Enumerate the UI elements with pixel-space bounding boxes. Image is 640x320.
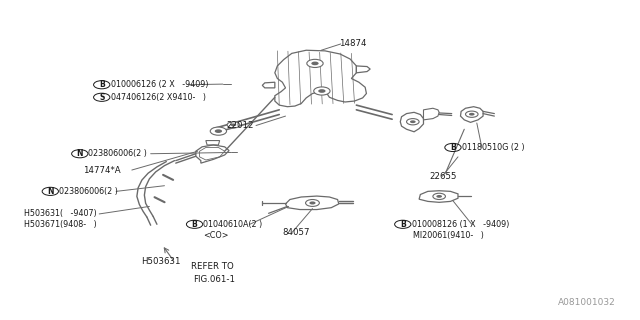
Text: N: N [77, 149, 83, 158]
Text: H503631(   -9407): H503631( -9407) [24, 209, 97, 218]
Circle shape [314, 87, 330, 95]
Circle shape [311, 61, 319, 65]
Text: 14774*A: 14774*A [83, 165, 120, 174]
Circle shape [309, 201, 316, 204]
Text: 01180510G (2 ): 01180510G (2 ) [461, 143, 524, 152]
Text: B: B [192, 220, 197, 229]
Text: B: B [99, 80, 104, 89]
Circle shape [406, 119, 419, 125]
Text: N: N [47, 187, 54, 196]
Circle shape [318, 89, 326, 93]
Circle shape [307, 59, 323, 68]
Text: H503631: H503631 [141, 257, 180, 267]
Circle shape [436, 195, 442, 198]
Text: 14874: 14874 [339, 39, 366, 48]
Text: REFER TO: REFER TO [191, 262, 234, 271]
Circle shape [210, 127, 227, 135]
Text: 023806006(2 ): 023806006(2 ) [59, 187, 118, 196]
Text: H503671(9408-   ): H503671(9408- ) [24, 220, 97, 229]
Text: 01040610A(2 ): 01040610A(2 ) [204, 220, 262, 229]
Text: MI20061(9410-   ): MI20061(9410- ) [413, 231, 484, 240]
Text: 010006126 (2 X   -9409): 010006126 (2 X -9409) [111, 80, 208, 89]
Circle shape [215, 129, 222, 133]
Text: 22012: 22012 [226, 121, 253, 130]
Circle shape [227, 122, 240, 128]
Text: FIG.061-1: FIG.061-1 [193, 275, 236, 284]
Text: 047406126(2 X9410-   ): 047406126(2 X9410- ) [111, 93, 205, 102]
Circle shape [465, 111, 478, 117]
Circle shape [305, 199, 319, 206]
Text: 023806006(2 ): 023806006(2 ) [88, 149, 147, 158]
Text: B: B [400, 220, 406, 229]
Text: B: B [450, 143, 456, 152]
Circle shape [230, 124, 236, 126]
Circle shape [469, 113, 475, 116]
Text: A081001032: A081001032 [558, 298, 616, 308]
Circle shape [410, 120, 415, 123]
Circle shape [433, 193, 445, 199]
Text: S: S [99, 93, 104, 102]
Text: <CO>: <CO> [204, 231, 229, 240]
Text: 010008126 (1 X   -9409): 010008126 (1 X -9409) [412, 220, 509, 229]
Text: 22655: 22655 [430, 172, 457, 181]
Text: 84057: 84057 [282, 228, 310, 237]
